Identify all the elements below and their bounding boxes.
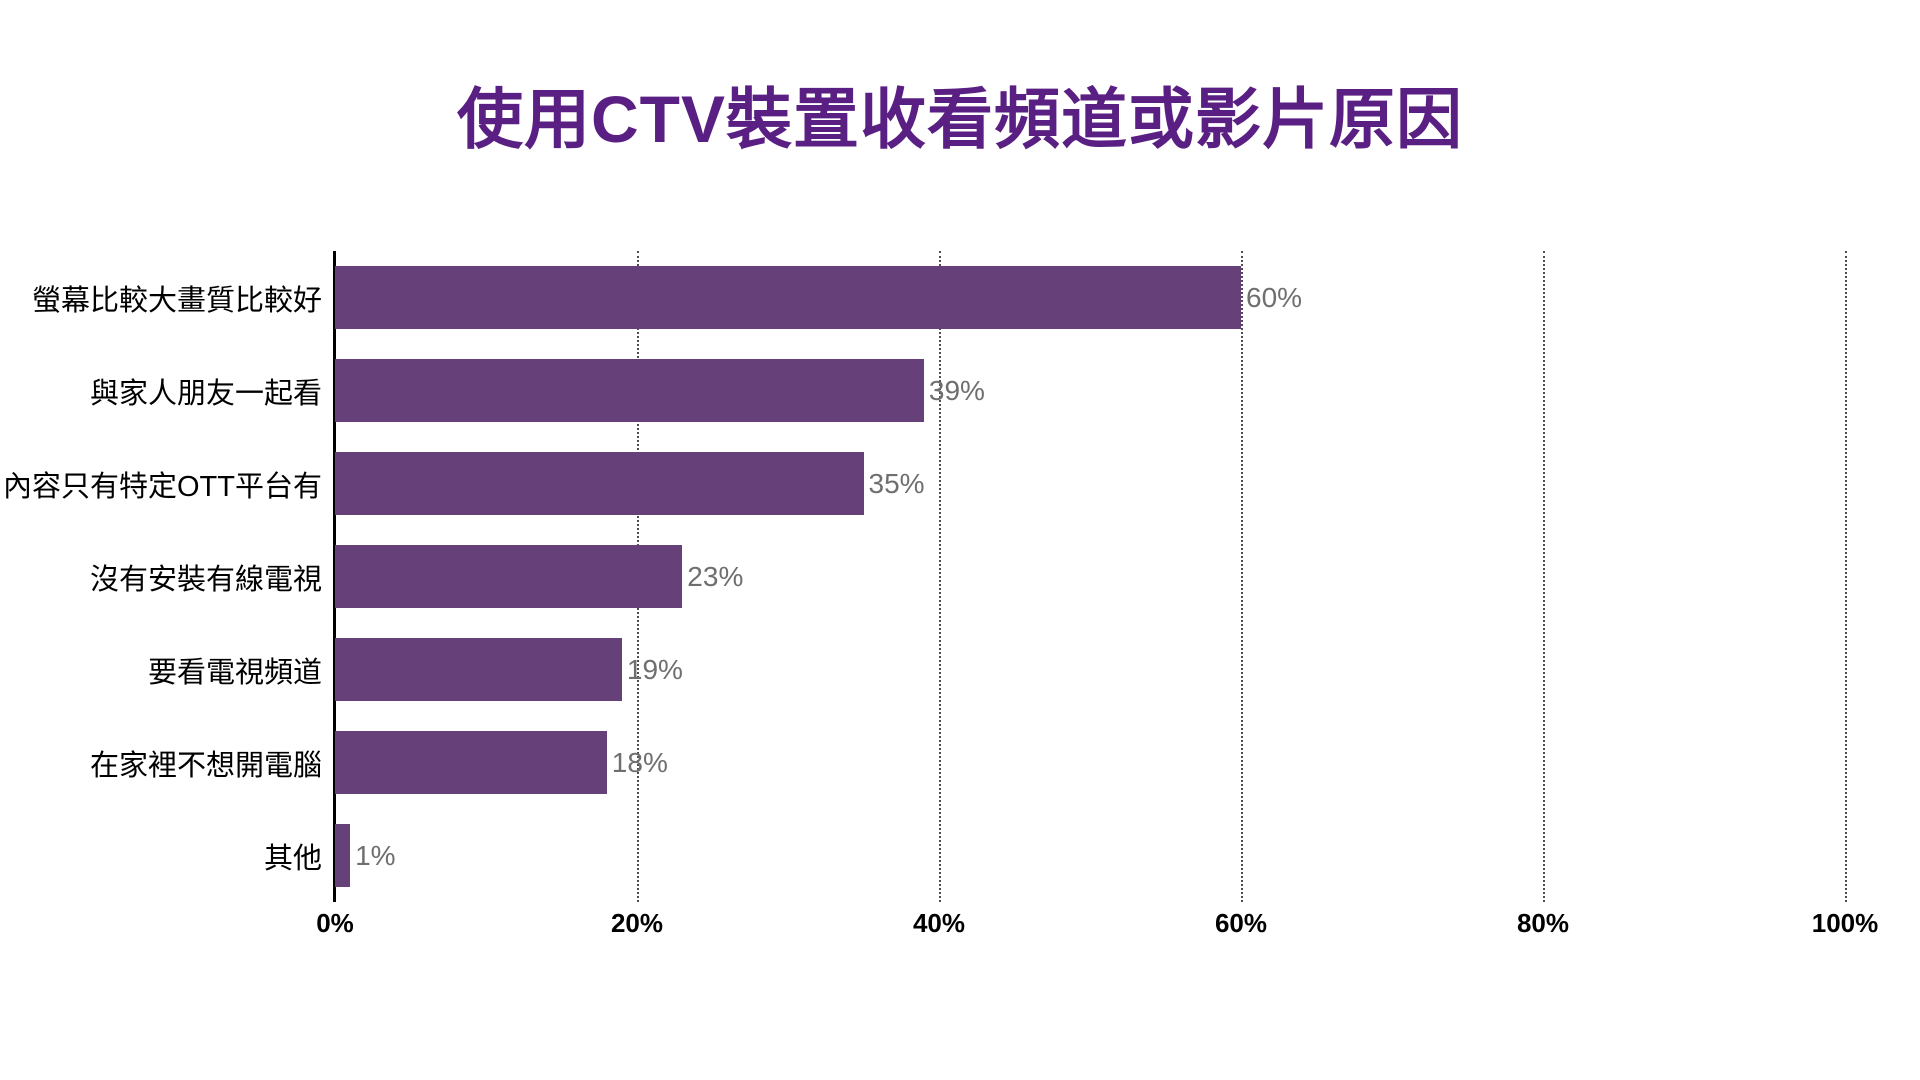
bar-row: 沒有安裝有線電視 23% — [0, 530, 1920, 623]
gridline-40pct — [939, 251, 941, 902]
chart-title: 使用CTV裝置收看頻道或影片原因 — [457, 82, 1463, 156]
bar-row: 螢幕比較大畫質比較好 60% — [0, 251, 1920, 344]
x-axis-tick-labels: 0% 20% 40% 60% 80% 100% — [316, 908, 1878, 948]
bar — [335, 359, 924, 422]
gridline-80pct — [1543, 251, 1545, 902]
y-axis-line — [333, 251, 336, 902]
category-label: 要看電視頻道 — [147, 656, 322, 689]
bar-row: 其他 1% — [0, 809, 1920, 902]
bar-track: 18% — [335, 731, 1845, 794]
bar-row: 要看電視頻道 19% — [0, 623, 1920, 716]
bar-chart: 螢幕比較大畫質比較好 60% 與家人朋友一起看 39% 內容只有特定OTT平台有 35% 沒… — [0, 251, 1920, 902]
x-tick-label: 100% — [1811, 908, 1879, 938]
category-label: 內容只有特定OTT平台有 — [3, 470, 322, 503]
bar-track: 19% — [335, 638, 1845, 701]
bar-row: 在家裡不想開電腦 18% — [0, 716, 1920, 809]
value-label: 23% — [687, 560, 744, 592]
bar — [335, 638, 622, 701]
x-tick-label: 40% — [912, 908, 966, 938]
bar-track: 39% — [335, 359, 1845, 422]
bar-track: 1% — [335, 824, 1845, 887]
bar — [335, 824, 351, 887]
gridline-60pct — [1241, 251, 1243, 902]
x-tick-label: 80% — [1516, 908, 1570, 938]
x-tick-label: 0% — [316, 908, 354, 938]
category-label: 其他 — [263, 842, 322, 875]
bar — [335, 266, 1241, 329]
category-label: 在家裡不想開電腦 — [89, 749, 322, 782]
value-label: 60% — [1246, 281, 1303, 313]
bar-row: 內容只有特定OTT平台有 35% — [0, 437, 1920, 530]
bar-track: 60% — [335, 266, 1845, 329]
value-label: 35% — [868, 467, 925, 499]
value-label: 19% — [626, 653, 683, 685]
x-tick-label: 60% — [1214, 908, 1268, 938]
bar-track: 23% — [335, 545, 1845, 608]
value-label: 18% — [611, 746, 668, 778]
bar — [335, 452, 864, 515]
x-tick-label: 20% — [610, 908, 664, 938]
bar-track: 35% — [335, 452, 1845, 515]
category-label: 與家人朋友一起看 — [89, 377, 322, 410]
category-label: 螢幕比較大畫質比較好 — [31, 284, 322, 317]
bar — [335, 545, 683, 608]
value-label: 1% — [355, 839, 396, 871]
value-label: 39% — [928, 374, 985, 406]
bar-row: 與家人朋友一起看 39% — [0, 344, 1920, 437]
category-label: 沒有安裝有線電視 — [89, 563, 322, 596]
gridline-100pct — [1845, 251, 1847, 902]
bar — [335, 731, 607, 794]
